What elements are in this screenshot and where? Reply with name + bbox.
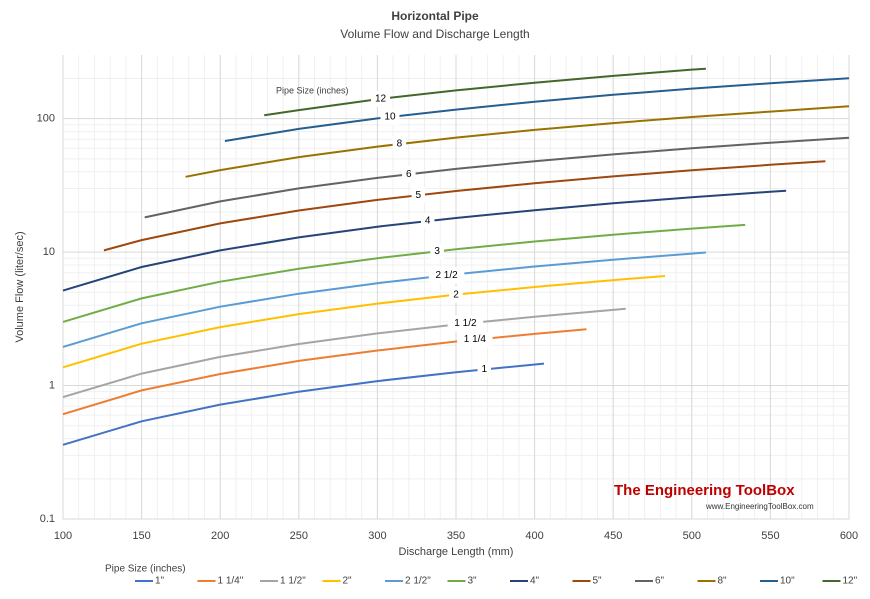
series-line [62, 307, 626, 399]
x-tick-label: 150 [132, 530, 150, 542]
series-line [62, 251, 706, 348]
y-tick-label: 100 [37, 113, 55, 125]
series-line [62, 362, 545, 446]
curve-label-bg [457, 331, 493, 348]
series-line [62, 189, 787, 292]
series-line [185, 105, 850, 178]
series-line [103, 160, 826, 252]
y-tick-label: 0.1 [40, 513, 55, 525]
curve-label-bg [447, 315, 484, 332]
x-tick-label: 500 [683, 530, 701, 542]
series-line [62, 223, 746, 323]
curve-label-bg [430, 243, 444, 260]
y-tick-label: 1 [49, 379, 55, 391]
legend-label: 12" [843, 576, 858, 587]
curve-label: 12 [375, 93, 387, 104]
curve-label: 2 [453, 289, 459, 300]
x-tick-label: 100 [54, 530, 72, 542]
series-line [224, 77, 850, 142]
watermark: The Engineering ToolBox [614, 482, 795, 499]
x-tick-label: 300 [368, 530, 386, 542]
curve-label-bg [392, 135, 407, 152]
curve-label-bg [380, 108, 400, 125]
watermark-url: www.EngineeringToolBox.com [705, 502, 814, 511]
curve-label-bg [420, 213, 435, 230]
x-tick-label: 200 [211, 530, 229, 542]
y-axis-label: Volume Flow (liter/sec) [14, 231, 26, 342]
y-tick-label: 10 [43, 246, 55, 258]
series-line [62, 328, 587, 416]
x-tick-label: 600 [840, 530, 858, 542]
curve-label-bg [371, 90, 391, 107]
curve-label: 5 [415, 190, 421, 201]
legend-label: 1 1/4" [218, 576, 244, 587]
x-axis-label: Discharge Length (mm) [399, 546, 514, 558]
curve-label: 4 [425, 216, 431, 227]
chart-title: Horizontal Pipe [391, 9, 479, 23]
legend-label: 5" [593, 576, 603, 587]
x-tick-label: 450 [604, 530, 622, 542]
curve-label: 2 1/2 [435, 270, 458, 281]
legend-label: 8" [718, 576, 728, 587]
x-tick-label: 250 [290, 530, 308, 542]
legend-label: 3" [468, 576, 478, 587]
curve-label-bg [411, 187, 426, 204]
curve-label: 6 [406, 169, 412, 180]
curve-label-bg [428, 267, 465, 284]
legend-label: 2 1/2" [405, 576, 431, 587]
curve-label-bg [402, 166, 416, 183]
curve-label: 1 [482, 364, 488, 375]
legend-title: Pipe Size (inches) [105, 564, 186, 575]
curve-label-bg [477, 361, 492, 378]
curve-label: 1 1/2 [454, 318, 477, 329]
x-tick-label: 400 [525, 530, 543, 542]
legend-label: 6" [655, 576, 665, 587]
legend-label: 1 1/2" [280, 576, 306, 587]
x-tick-label: 550 [761, 530, 779, 542]
x-tick-label: 350 [447, 530, 465, 542]
curve-label: 3 [434, 246, 440, 257]
curve-label: 10 [384, 112, 396, 123]
curve-label-bg [449, 286, 463, 303]
series-line [264, 67, 706, 117]
curve-label: 8 [397, 139, 403, 150]
series-line [144, 136, 850, 219]
chart-subtitle: Volume Flow and Discharge Length [340, 27, 529, 41]
legend-label: 1" [155, 576, 165, 587]
legend-label: 2" [343, 576, 353, 587]
curve-label: 1 1/4 [464, 334, 487, 345]
legend-label: 4" [530, 576, 540, 587]
series-line [62, 275, 666, 369]
legend-label: 10" [780, 576, 795, 587]
annotation-title: Pipe Size (inches) [276, 85, 349, 95]
